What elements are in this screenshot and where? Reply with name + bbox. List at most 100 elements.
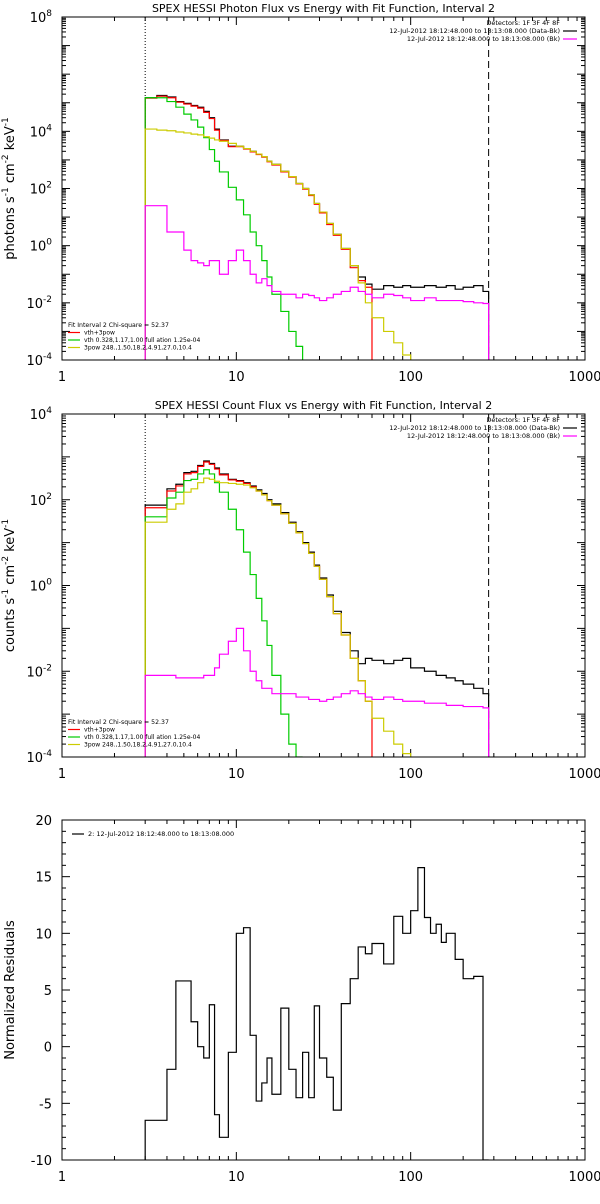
series-line-5 <box>144 627 490 757</box>
series-group <box>144 94 490 360</box>
legend-entry: Fit Interval 2 Chi-square = 52.37 <box>68 322 169 329</box>
series-line-4 <box>144 477 412 757</box>
y-tick-exponent: -2 <box>43 663 52 673</box>
y-label-text: counts s <box>3 598 18 653</box>
y-tick-label: 5 <box>44 984 52 999</box>
y-label-text: cm <box>3 565 18 589</box>
y-axis-label: Normalized Residuals <box>3 920 18 1060</box>
y-tick-exponent: -4 <box>43 749 52 759</box>
y-tick-label: 10-2 <box>26 663 52 680</box>
y-label-exponent: -1 <box>1 117 11 126</box>
legend-entry: Detectors: 1F 3F 4F 8F <box>486 19 560 27</box>
y-axis-label: counts s-1 cm-2 keV-1 <box>1 519 18 652</box>
y-label-exponent: -1 <box>1 589 11 598</box>
y-label-exponent: -1 <box>1 187 11 196</box>
series-group <box>144 867 489 1160</box>
y-tick-exponent: 2 <box>46 492 52 502</box>
y-tick-base: 10 <box>30 125 47 140</box>
y-tick-label: 15 <box>35 871 52 886</box>
y-tick-label: 0 <box>44 1041 52 1056</box>
y-tick-exponent: 8 <box>46 9 52 19</box>
series-line-2 <box>144 461 373 757</box>
legend-entry: 3pow 248.,1.50,18.2,4.91,27.0,10.4 <box>84 742 192 749</box>
legend-entry: Detectors: 1F 3F 4F 8F <box>486 416 560 424</box>
y-tick-label: 104 <box>30 123 53 140</box>
legend-entry: 12-Jul-2012 18:12:48.000 to 18:13:08.000… <box>407 35 560 43</box>
y-tick-exponent: -4 <box>43 352 52 362</box>
x-tick-label: 1000 <box>568 767 600 782</box>
x-tick-label: 10 <box>228 370 245 385</box>
y-tick-label: 10-4 <box>26 352 52 369</box>
y-tick-exponent: 0 <box>46 238 52 248</box>
series-line-4 <box>144 128 412 360</box>
series-line-1 <box>144 94 490 360</box>
chart-title: SPEX HESSI Photon Flux vs Energy with Fi… <box>152 2 495 15</box>
y-label-exponent: -1 <box>1 519 11 528</box>
chart-panel-1: SPEX HESSI Photon Flux vs Energy with Fi… <box>1 2 600 385</box>
y-tick-base: 10 <box>26 354 43 369</box>
y-tick-base: 10 <box>30 183 47 198</box>
series-line-3 <box>144 469 303 757</box>
series-line-1 <box>144 460 490 757</box>
x-tick-label: 10 <box>228 1170 245 1185</box>
y-tick-base: 10 <box>30 11 47 26</box>
y-tick-base: 10 <box>26 297 43 312</box>
y-tick-label: 100 <box>30 578 53 595</box>
y-tick-base: 10 <box>26 665 43 680</box>
x-tick-label: 100 <box>398 370 423 385</box>
y-tick-label: 102 <box>30 181 52 198</box>
legend-entry: vth 0.328,1.17,1.00 full ation 1.25e-04 <box>84 734 200 741</box>
series-group <box>144 460 490 757</box>
legend-entry: vth 0.328,1.17,1.00 full ation 1.25e-04 <box>84 337 200 344</box>
y-tick-label: -5 <box>39 1097 52 1112</box>
x-tick-label: 1 <box>58 1170 66 1185</box>
series-line-3 <box>144 97 304 360</box>
chart-panel-3: 1 10 100 1000 -10 -5 0 5 10 15 20 Normalized Residu… <box>3 814 600 1185</box>
y-tick-exponent: 4 <box>46 406 52 416</box>
y-tick-base: 10 <box>30 494 47 509</box>
legend-entry: 12-Jul-2012 18:12:48.000 to 18:13:08.000… <box>389 424 560 432</box>
legend-entry: 12-Jul-2012 18:12:48.000 to 18:13:08.000… <box>407 432 560 440</box>
x-tick-label: 1000 <box>568 1170 600 1185</box>
plot-frame <box>61 413 586 758</box>
y-tick-label: 108 <box>30 9 53 26</box>
y-label-exponent: -2 <box>1 154 11 163</box>
y-tick-exponent: 4 <box>46 123 52 133</box>
legend-entry: Fit Interval 2 Chi-square = 52.37 <box>68 719 169 726</box>
y-tick-base: 10 <box>30 408 47 423</box>
y-tick-exponent: -2 <box>43 295 52 305</box>
series-line-1 <box>144 867 489 1160</box>
x-tick-label: 1 <box>58 767 66 782</box>
x-tick-label: 10 <box>228 767 245 782</box>
y-tick-exponent: 0 <box>46 578 52 588</box>
legend-entry: 3pow 248.,1.50,18.2,4.91,27.0,10.4 <box>84 345 192 352</box>
legend-entry: vth+3pow <box>84 727 115 734</box>
y-tick-label: 10-4 <box>26 749 52 766</box>
y-tick-label: -10 <box>31 1154 52 1169</box>
y-tick-exponent: 2 <box>46 181 52 191</box>
chart-panel-2: SPEX HESSI Count Flux vs Energy with Fit… <box>1 399 600 782</box>
y-tick-label: 100 <box>30 238 53 255</box>
y-tick-label: 102 <box>30 492 52 509</box>
y-tick-base: 10 <box>30 580 47 595</box>
legend-entry: 2: 12-Jul-2012 18:12:48.000 to 18:13:08.… <box>88 830 234 838</box>
x-tick-label: 1000 <box>568 370 600 385</box>
plot-frame <box>61 16 586 361</box>
y-label-exponent: -2 <box>1 556 11 565</box>
series-line-2 <box>144 95 373 360</box>
y-label-text: cm <box>3 163 18 187</box>
legend-entry: 12-Jul-2012 18:12:48.000 to 18:13:08.000… <box>389 27 560 35</box>
y-label-text: keV <box>3 126 18 154</box>
y-tick-label: 10-2 <box>26 295 52 312</box>
y-label-text: keV <box>3 528 18 556</box>
y-tick-base: 10 <box>30 240 47 255</box>
x-tick-label: 1 <box>58 370 66 385</box>
series-line-5 <box>144 205 490 360</box>
x-tick-label: 100 <box>398 767 423 782</box>
y-tick-label: 20 <box>35 814 52 829</box>
legend-entry: vth+3pow <box>84 330 115 337</box>
y-tick-label: 104 <box>30 406 53 423</box>
y-axis-label: photons s-1 cm-2 keV-1 <box>1 117 18 259</box>
